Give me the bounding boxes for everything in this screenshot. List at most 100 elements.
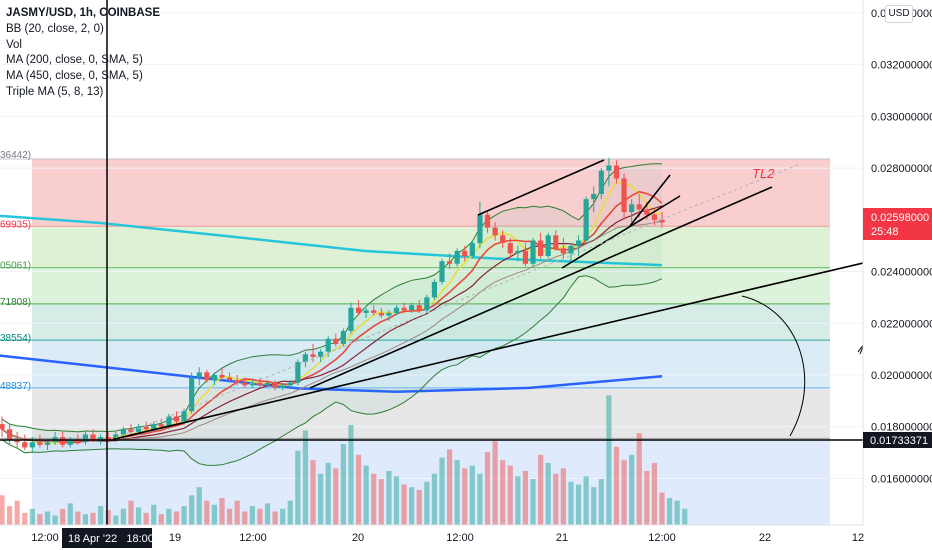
fib-zone <box>32 387 830 439</box>
indicator-bb[interactable]: BB (20, close, 2, 0) <box>6 22 104 35</box>
volume-bar <box>651 462 658 525</box>
volume-bar <box>173 511 180 525</box>
volume-bar <box>613 446 620 525</box>
candle-body <box>340 331 346 344</box>
price-tick-label: 0.030000000 <box>871 111 932 123</box>
candle <box>325 336 331 357</box>
candle-body <box>568 245 574 254</box>
candle-body <box>333 338 339 344</box>
trend-line <box>109 262 863 441</box>
volume-bar <box>98 506 104 525</box>
volume-bar <box>242 511 248 525</box>
candle-body <box>249 382 255 386</box>
volume-bar <box>507 465 513 525</box>
candle <box>226 372 233 383</box>
volume-bar <box>219 498 225 525</box>
candle <box>272 380 278 391</box>
time-tick-label: 12:00 <box>648 532 676 544</box>
candle-body <box>492 227 498 236</box>
freehand-arc <box>741 295 806 437</box>
candle-body <box>151 424 157 430</box>
candle <box>629 199 635 223</box>
candle-body <box>416 305 422 311</box>
candle <box>431 279 438 300</box>
volume-bar <box>128 500 134 525</box>
volume-bar <box>462 468 468 525</box>
trendlines[interactable] <box>109 159 864 441</box>
candle-body <box>105 437 111 440</box>
candle <box>204 369 210 383</box>
candle-body <box>575 240 582 246</box>
volume-bar <box>522 471 529 525</box>
volume-bar <box>0 495 5 525</box>
candle-body <box>469 243 475 257</box>
candle-body <box>219 375 225 378</box>
price-tick-labels: 0.0340000000.0320000000.0300000000.02800… <box>871 8 932 486</box>
candle-body <box>363 310 369 313</box>
bb-upper <box>1 163 663 433</box>
volume-bar <box>583 476 589 525</box>
candle <box>469 240 475 259</box>
volume-bar <box>302 430 309 525</box>
candle <box>128 424 134 435</box>
candle-body <box>75 439 81 443</box>
fib-level-label: 71808) <box>0 297 31 308</box>
candle <box>173 411 180 425</box>
volume-bar <box>355 454 362 525</box>
indicator-vol[interactable]: Vol <box>6 38 22 51</box>
indicator-triple-ma[interactable]: Triple MA (5, 8, 13) <box>6 85 104 98</box>
projection-line <box>109 163 801 441</box>
volume-bar <box>22 512 28 525</box>
volume-bar <box>484 452 491 525</box>
price-axis[interactable] <box>863 0 932 550</box>
volume-bar <box>598 479 604 525</box>
chart-legend[interactable]: JASMY/USD, 1h, COINBASE BB (20, close, 2… <box>6 6 160 101</box>
candle-body <box>446 261 453 264</box>
volume-bar <box>431 473 438 525</box>
candle-body <box>280 385 286 388</box>
indicator-ma450[interactable]: MA (450, close, 0, SMA, 5) <box>6 70 143 83</box>
candle-body <box>226 377 233 381</box>
candle <box>189 372 195 414</box>
volume-bar <box>674 500 680 525</box>
volume-bar <box>666 498 673 525</box>
volume-bar <box>553 473 559 525</box>
candle-body <box>560 248 566 254</box>
candle <box>446 253 453 269</box>
candle-body <box>409 305 415 311</box>
crosshair <box>0 0 863 550</box>
candle <box>568 243 574 262</box>
candle-body <box>553 235 559 249</box>
candle-body <box>272 382 278 388</box>
trend-line <box>309 186 773 389</box>
volume-bar <box>151 504 157 525</box>
currency-button[interactable]: USD <box>885 5 913 23</box>
volume-bar <box>560 468 566 525</box>
volume-bar <box>348 425 354 525</box>
candle-body <box>128 429 134 432</box>
volume-bar <box>606 395 612 525</box>
candle <box>507 237 513 259</box>
volume-bar <box>416 489 422 525</box>
candle <box>249 380 255 388</box>
trend-line <box>477 159 605 216</box>
time-tick-label: 12:00 <box>239 532 267 544</box>
candle <box>454 248 460 267</box>
volume-bar <box>469 465 475 525</box>
candle <box>492 222 498 241</box>
candle-body <box>113 434 119 440</box>
candle-body <box>371 310 377 313</box>
price-tick-label: 0.018000000 <box>871 422 932 434</box>
current-price-value: 0.02598000 <box>871 212 929 224</box>
candle <box>522 243 529 267</box>
symbol-title[interactable]: JASMY/USD, 1h, COINBASE <box>6 7 160 19</box>
candle <box>621 173 627 220</box>
candle-body <box>37 442 43 445</box>
crosshair-price-value: 0.01733371 <box>870 435 928 447</box>
volume-bar <box>446 449 453 525</box>
volume-bar <box>120 508 126 525</box>
volume-bar <box>401 484 407 525</box>
indicator-ma200[interactable]: MA (200, close, 0, SMA, 5) <box>6 54 143 67</box>
volume-bar <box>52 515 58 525</box>
